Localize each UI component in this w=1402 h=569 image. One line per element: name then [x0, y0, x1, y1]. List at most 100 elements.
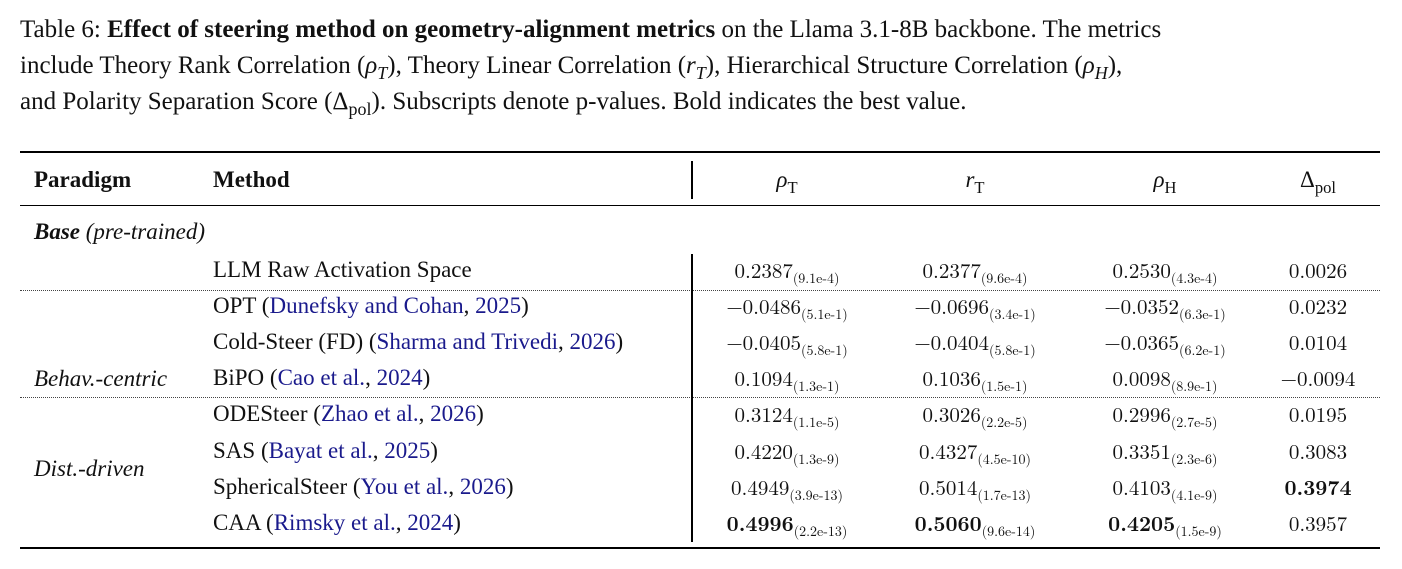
- metric-cell-v4: 0.0195: [1289, 400, 1347, 428]
- method-cell: CAA (Rimsky et al., 2024): [213, 509, 461, 537]
- p-value: (4.1e-9): [1170, 485, 1218, 505]
- metric-value: 0.5014: [918, 472, 978, 502]
- method-name: SAS: [213, 438, 261, 463]
- header-paradigm: Paradigm: [34, 167, 132, 192]
- citation-separator: ,: [558, 329, 570, 354]
- metric-value: 0.2530: [1112, 255, 1171, 285]
- metric-cell-v2: 0.5060(9.6e-14): [914, 508, 1036, 541]
- metric-cell-v2: −0.0404(5.8e-1): [914, 328, 1035, 360]
- citation-link[interactable]: Sharma and Trivedi: [376, 329, 558, 354]
- citation-open-paren: (: [368, 329, 377, 354]
- citation-year-link[interactable]: 2026: [569, 329, 616, 354]
- metric-cell-v2: 0.4327(4.5e-10): [918, 436, 1032, 469]
- metric-cell-v4: 0.3974: [1284, 473, 1351, 501]
- header-rho-t: ρT: [776, 167, 798, 197]
- table-top-rule: [20, 151, 1380, 153]
- metric-value: −0.0352: [1104, 291, 1180, 321]
- base-section-label: Base (pre-trained): [34, 219, 205, 244]
- citation-open-paren: (: [269, 365, 278, 390]
- metric-value: 0.3124: [734, 399, 793, 429]
- citation-open-paren: (: [260, 438, 269, 463]
- group-separator-1: [20, 290, 1380, 291]
- p-value: (5.8e-1): [801, 340, 848, 360]
- metric-cell-v3: 0.2996(2.7e-5): [1112, 400, 1218, 432]
- p-value: (1.3e-9): [792, 449, 840, 469]
- citation-year-link[interactable]: 2025: [384, 438, 431, 463]
- citation-year-link[interactable]: 2026: [430, 401, 477, 426]
- citation-link[interactable]: Rimsky et al.: [273, 510, 396, 535]
- citation-close-paren: ): [430, 438, 438, 463]
- p-value: (1.3e-1): [792, 376, 840, 396]
- method-cell: SAS (Bayat et al., 2025): [213, 437, 438, 465]
- header-delta-pol: Δpol: [1300, 167, 1336, 197]
- metric-cell-v2: 0.1036(1.5e-1): [922, 364, 1028, 396]
- p-value: (4.5e-10): [977, 449, 1032, 469]
- group-separator-2: [20, 397, 1380, 398]
- citation-open-paren: (: [266, 510, 274, 535]
- metric-cell-v2: 0.2377(9.6e-4): [922, 256, 1028, 288]
- metric-value: 0.0104: [1288, 327, 1348, 357]
- p-value: (9.6e-4): [980, 268, 1028, 288]
- metric-value: −0.0094: [1280, 363, 1356, 393]
- citation-link[interactable]: Dunefsky and Cohan: [269, 293, 464, 318]
- p-value: (6.3e-1): [1179, 304, 1226, 324]
- metric-cell-v3: 0.2530(4.3e-4): [1112, 255, 1217, 288]
- caption-line-3: and Polarity Separation Score (Δpol). Su…: [20, 88, 967, 120]
- metric-value: 0.0098: [1112, 363, 1171, 393]
- method-name: CAA: [213, 510, 267, 535]
- citation-close-paren: ): [422, 365, 431, 390]
- p-value: (2.7e-5): [1170, 412, 1218, 432]
- p-value: (9.6e-14): [981, 521, 1036, 541]
- body-column-divider: [691, 254, 693, 542]
- citation-year-link[interactable]: 2026: [459, 474, 506, 499]
- p-value: (1.5e-1): [980, 376, 1028, 396]
- method-name: OPT: [213, 293, 262, 318]
- method-cell: Cold-Steer (FD) (Sharma and Trivedi, 202…: [213, 328, 623, 356]
- citation-link[interactable]: Zhao et al.: [320, 401, 419, 426]
- citation-separator: ,: [365, 365, 377, 390]
- citation-year-link[interactable]: 2025: [475, 293, 522, 318]
- metric-cell-v3: 0.4205(1.5e-9): [1108, 508, 1222, 541]
- method-name: LLM Raw Activation Space: [213, 257, 472, 282]
- table-header-rule: [20, 205, 1380, 206]
- metric-value: 0.3974: [1284, 472, 1352, 502]
- metric-cell-v3: 0.4103(4.1e-9): [1112, 473, 1218, 505]
- metric-value: −0.0486: [726, 291, 802, 321]
- citation-separator: ,: [372, 438, 385, 463]
- metric-cell-v2: −0.0696(3.4e-1): [914, 292, 1035, 324]
- metric-value: 0.4327: [918, 436, 978, 466]
- method-cell: LLM Raw Activation Space: [213, 256, 472, 284]
- metric-cell-v4: 0.0104: [1289, 328, 1347, 356]
- metric-cell-v4: 0.3083: [1289, 437, 1347, 465]
- metric-cell-v1: 0.3124(1.1e-5): [734, 399, 839, 432]
- citation-close-paren: ): [476, 401, 484, 426]
- metric-value: 0.4205: [1108, 508, 1176, 538]
- metric-cell-v1: 0.1094(1.3e-1): [734, 364, 840, 396]
- citation-link[interactable]: You et al.: [360, 474, 449, 499]
- method-name: BiPO: [213, 365, 270, 390]
- metric-cell-v1: 0.4949(3.9e-13): [731, 473, 843, 505]
- metric-cell-v4: 0.0232: [1289, 292, 1347, 320]
- citation-open-paren: (: [352, 474, 361, 499]
- header-r-t: rT: [965, 167, 985, 197]
- metric-value: 0.0195: [1288, 399, 1348, 429]
- method-cell: OPT (Dunefsky and Cohan, 2025): [213, 292, 529, 320]
- metric-cell-v3: 0.0098(8.9e-1): [1112, 363, 1218, 396]
- metric-value: −0.0365: [1104, 327, 1180, 357]
- p-value: (2.2e-13): [793, 521, 848, 541]
- citation-link[interactable]: Cao et al.: [277, 365, 366, 390]
- p-value: (1.5e-9): [1175, 521, 1222, 541]
- table-bottom-rule: [20, 547, 1380, 549]
- citation-year-link[interactable]: 2024: [407, 510, 454, 535]
- caption-title: Effect of steering method on geometry-al…: [107, 16, 716, 43]
- p-value: (1.7e-13): [977, 485, 1032, 505]
- citation-year-link[interactable]: 2024: [376, 365, 423, 390]
- citation-link[interactable]: Bayat et al.: [268, 438, 373, 463]
- metric-cell-v4: 0.3957: [1289, 509, 1347, 537]
- citation-separator: ,: [418, 401, 431, 426]
- metric-value: 0.3957: [1288, 508, 1348, 538]
- p-value: (8.9e-1): [1170, 376, 1218, 396]
- metric-cell-v2: 0.5014(1.7e-13): [918, 472, 1032, 505]
- method-cell: BiPO (Cao et al., 2024): [213, 364, 430, 392]
- metric-value: 0.5060: [914, 508, 982, 538]
